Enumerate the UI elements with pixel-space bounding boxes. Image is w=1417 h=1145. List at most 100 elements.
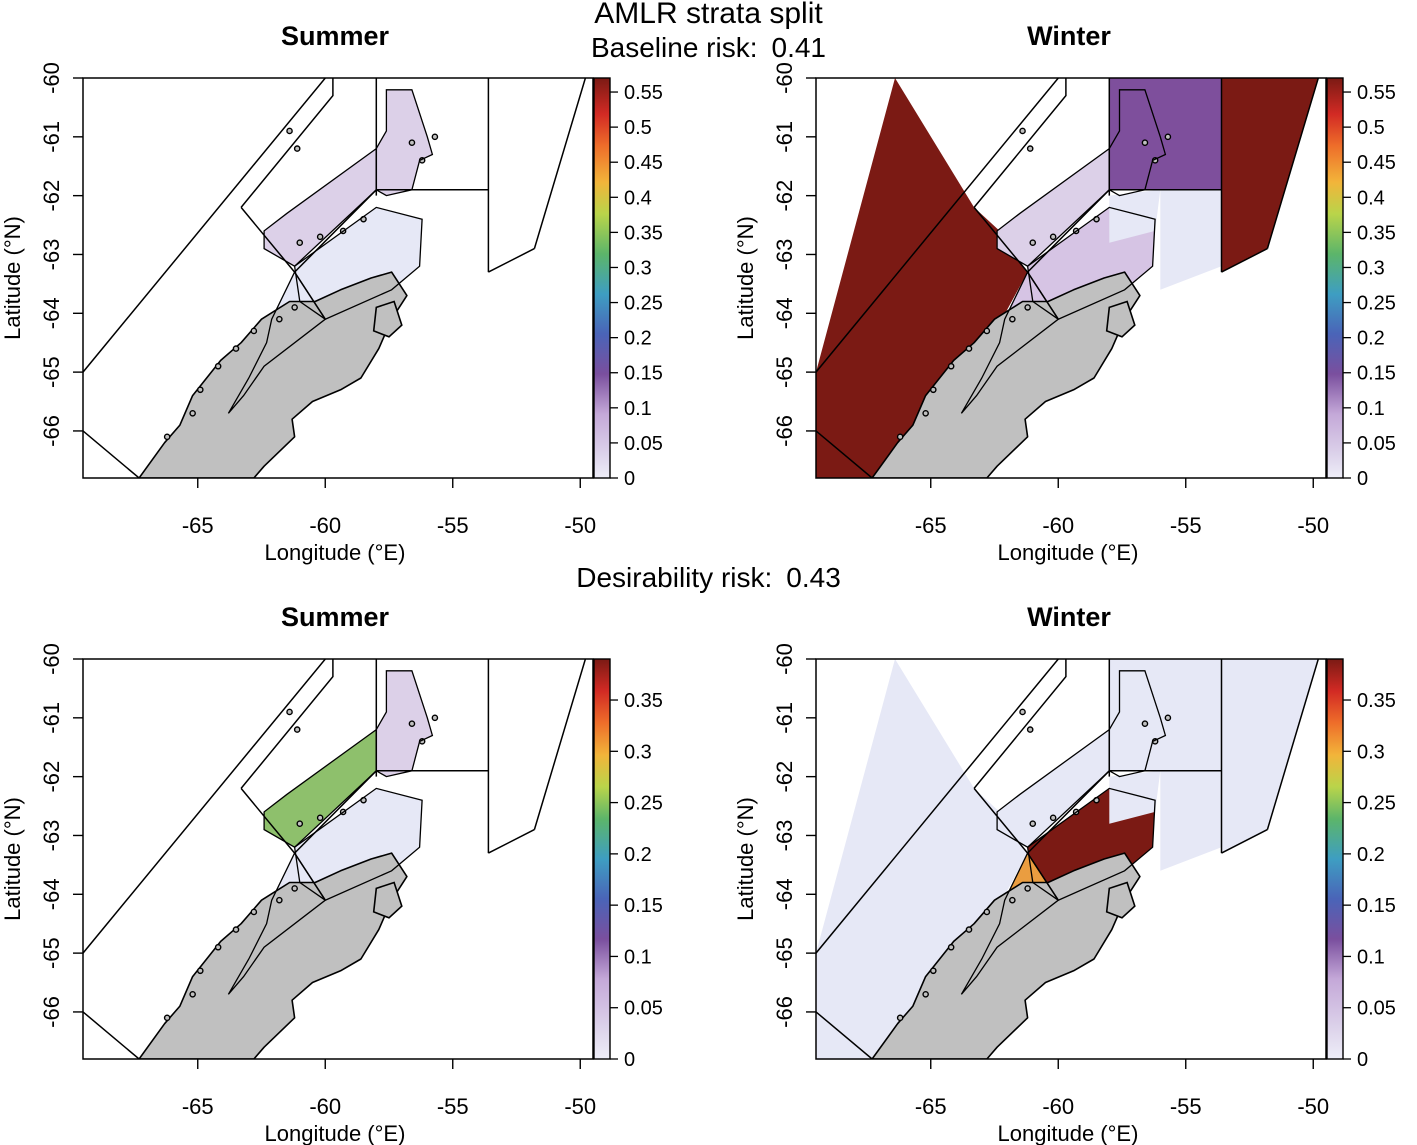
boundary-line-7 [83, 1011, 140, 1059]
james-ross-island-land [1105, 300, 1136, 338]
colorbar-tick-label: 0.45 [624, 152, 663, 174]
x-tick-label: -60 [309, 513, 341, 538]
island-9 [983, 327, 991, 335]
figure-title: AMLR strata split [594, 0, 823, 30]
boundary-line-5 [488, 828, 535, 854]
colorbar-tick-label: 0.55 [1357, 82, 1396, 104]
island-6 [1141, 139, 1149, 147]
island-12 [276, 896, 283, 904]
colorbar-tick-label: 0.25 [1357, 293, 1396, 315]
colorbar-tick-label: 0.5 [1357, 117, 1385, 139]
colorbar-tick-label: 0.1 [624, 946, 652, 968]
island-14 [896, 1014, 904, 1022]
y-tick-label: -65 [39, 937, 64, 969]
island-12 [276, 315, 283, 323]
colorbar-tick-label: 0.25 [1357, 793, 1396, 815]
x-axis-label: Longitude (°E) [265, 1121, 406, 1145]
island-7 [431, 714, 439, 722]
colorbar-tick-label: 0.05 [624, 433, 663, 455]
x-tick-label: -50 [564, 513, 596, 538]
x-tick-label: -50 [564, 1094, 596, 1119]
boundary-line-8 [240, 787, 296, 854]
stratum-northW [997, 148, 1110, 267]
boundary-line-6 [1266, 659, 1320, 830]
stratum-border-central [293, 206, 423, 320]
boundary-line-10 [1027, 189, 1110, 273]
island-6 [408, 139, 416, 147]
colorbar-tick-label: 0.2 [1357, 328, 1385, 350]
boundary-line-9 [293, 852, 326, 901]
island-15 [930, 386, 937, 394]
stratum-border-south [227, 270, 327, 414]
island-1 [293, 145, 301, 152]
boundary-line-7 [83, 430, 140, 478]
james-ross-island-land [1105, 881, 1136, 919]
island-16 [291, 304, 298, 311]
stratum-border-central [1026, 787, 1156, 901]
boundary-line-7 [816, 1011, 873, 1059]
x-axis-label: Longitude (°E) [998, 1121, 1139, 1145]
colorbar [593, 658, 611, 1060]
island-10 [232, 926, 240, 933]
panel-title: Summer [281, 602, 390, 632]
y-axis-label: Latitude (°N) [733, 797, 758, 921]
boundary-line-1 [973, 78, 1067, 208]
stratum-border-central [293, 787, 423, 901]
colorbar-tick-label: 0.15 [624, 363, 663, 385]
island-9 [250, 327, 258, 335]
colorbar-tick-label: 0.3 [1357, 257, 1385, 279]
colorbar [593, 77, 611, 479]
y-tick-label: -63 [772, 820, 797, 852]
y-axis-label: Latitude (°N) [0, 216, 25, 340]
colorbar-tick-label: 0.4 [624, 187, 652, 209]
x-tick-label: -65 [182, 513, 214, 538]
panel-title: Summer [281, 21, 390, 51]
boundary-line-9 [293, 271, 326, 320]
stratum-outerShelf [1109, 189, 1161, 243]
boundary-line-1 [240, 78, 334, 208]
boundary-line-6 [533, 659, 587, 830]
colorbar-tick-label: 0.05 [1357, 433, 1396, 455]
island-1 [293, 726, 301, 733]
colorbar-tick-label: 0.15 [1357, 895, 1396, 917]
stratum-outerWest [816, 659, 1028, 1059]
colorbar-tick-label: 0.1 [1357, 946, 1385, 968]
y-tick-label: -65 [772, 356, 797, 388]
map-area [816, 78, 1320, 478]
island-10 [965, 345, 973, 352]
y-axis-label: Latitude (°N) [733, 216, 758, 340]
boundary-line-9 [1026, 271, 1059, 320]
x-tick-label: -65 [915, 513, 947, 538]
stratum-neBlock [1109, 78, 1222, 190]
boundary-line-7 [816, 430, 873, 478]
island-12 [1009, 315, 1016, 323]
boundary-line-8 [973, 206, 1029, 273]
james-ross-island-land [372, 881, 403, 919]
y-tick-label: -60 [772, 62, 797, 94]
island-11 [947, 943, 955, 951]
stratum-border-south [960, 270, 1060, 414]
y-tick-label: -65 [39, 356, 64, 388]
stratum-northW [264, 729, 377, 848]
colorbar-tick-label: 0.05 [624, 998, 663, 1020]
island-0 [286, 708, 293, 716]
colorbar-tick-label: 0.15 [624, 895, 663, 917]
island-9 [250, 908, 258, 916]
antarctic-peninsula-land [138, 852, 408, 1059]
island-15 [196, 967, 204, 975]
colorbar-tick-label: 0.45 [1357, 152, 1396, 174]
colorbar-tick-label: 0.2 [624, 844, 652, 866]
baseline-risk-line: Baseline risk: 0.41 [0, 32, 1417, 64]
island-2 [296, 239, 304, 247]
colorbar-tick-label: 0.1 [1357, 398, 1385, 420]
desirability-risk-line: Desirability risk: 0.43 [0, 562, 1417, 594]
island-5 [1049, 814, 1057, 822]
plot-frame [82, 658, 594, 1060]
y-tick-label: -61 [772, 121, 797, 153]
y-tick-label: -66 [39, 996, 64, 1028]
y-tick-label: -64 [772, 878, 797, 910]
x-axis-label: Longitude (°E) [265, 540, 406, 565]
island-2 [296, 820, 304, 828]
y-tick-label: -62 [39, 180, 64, 212]
